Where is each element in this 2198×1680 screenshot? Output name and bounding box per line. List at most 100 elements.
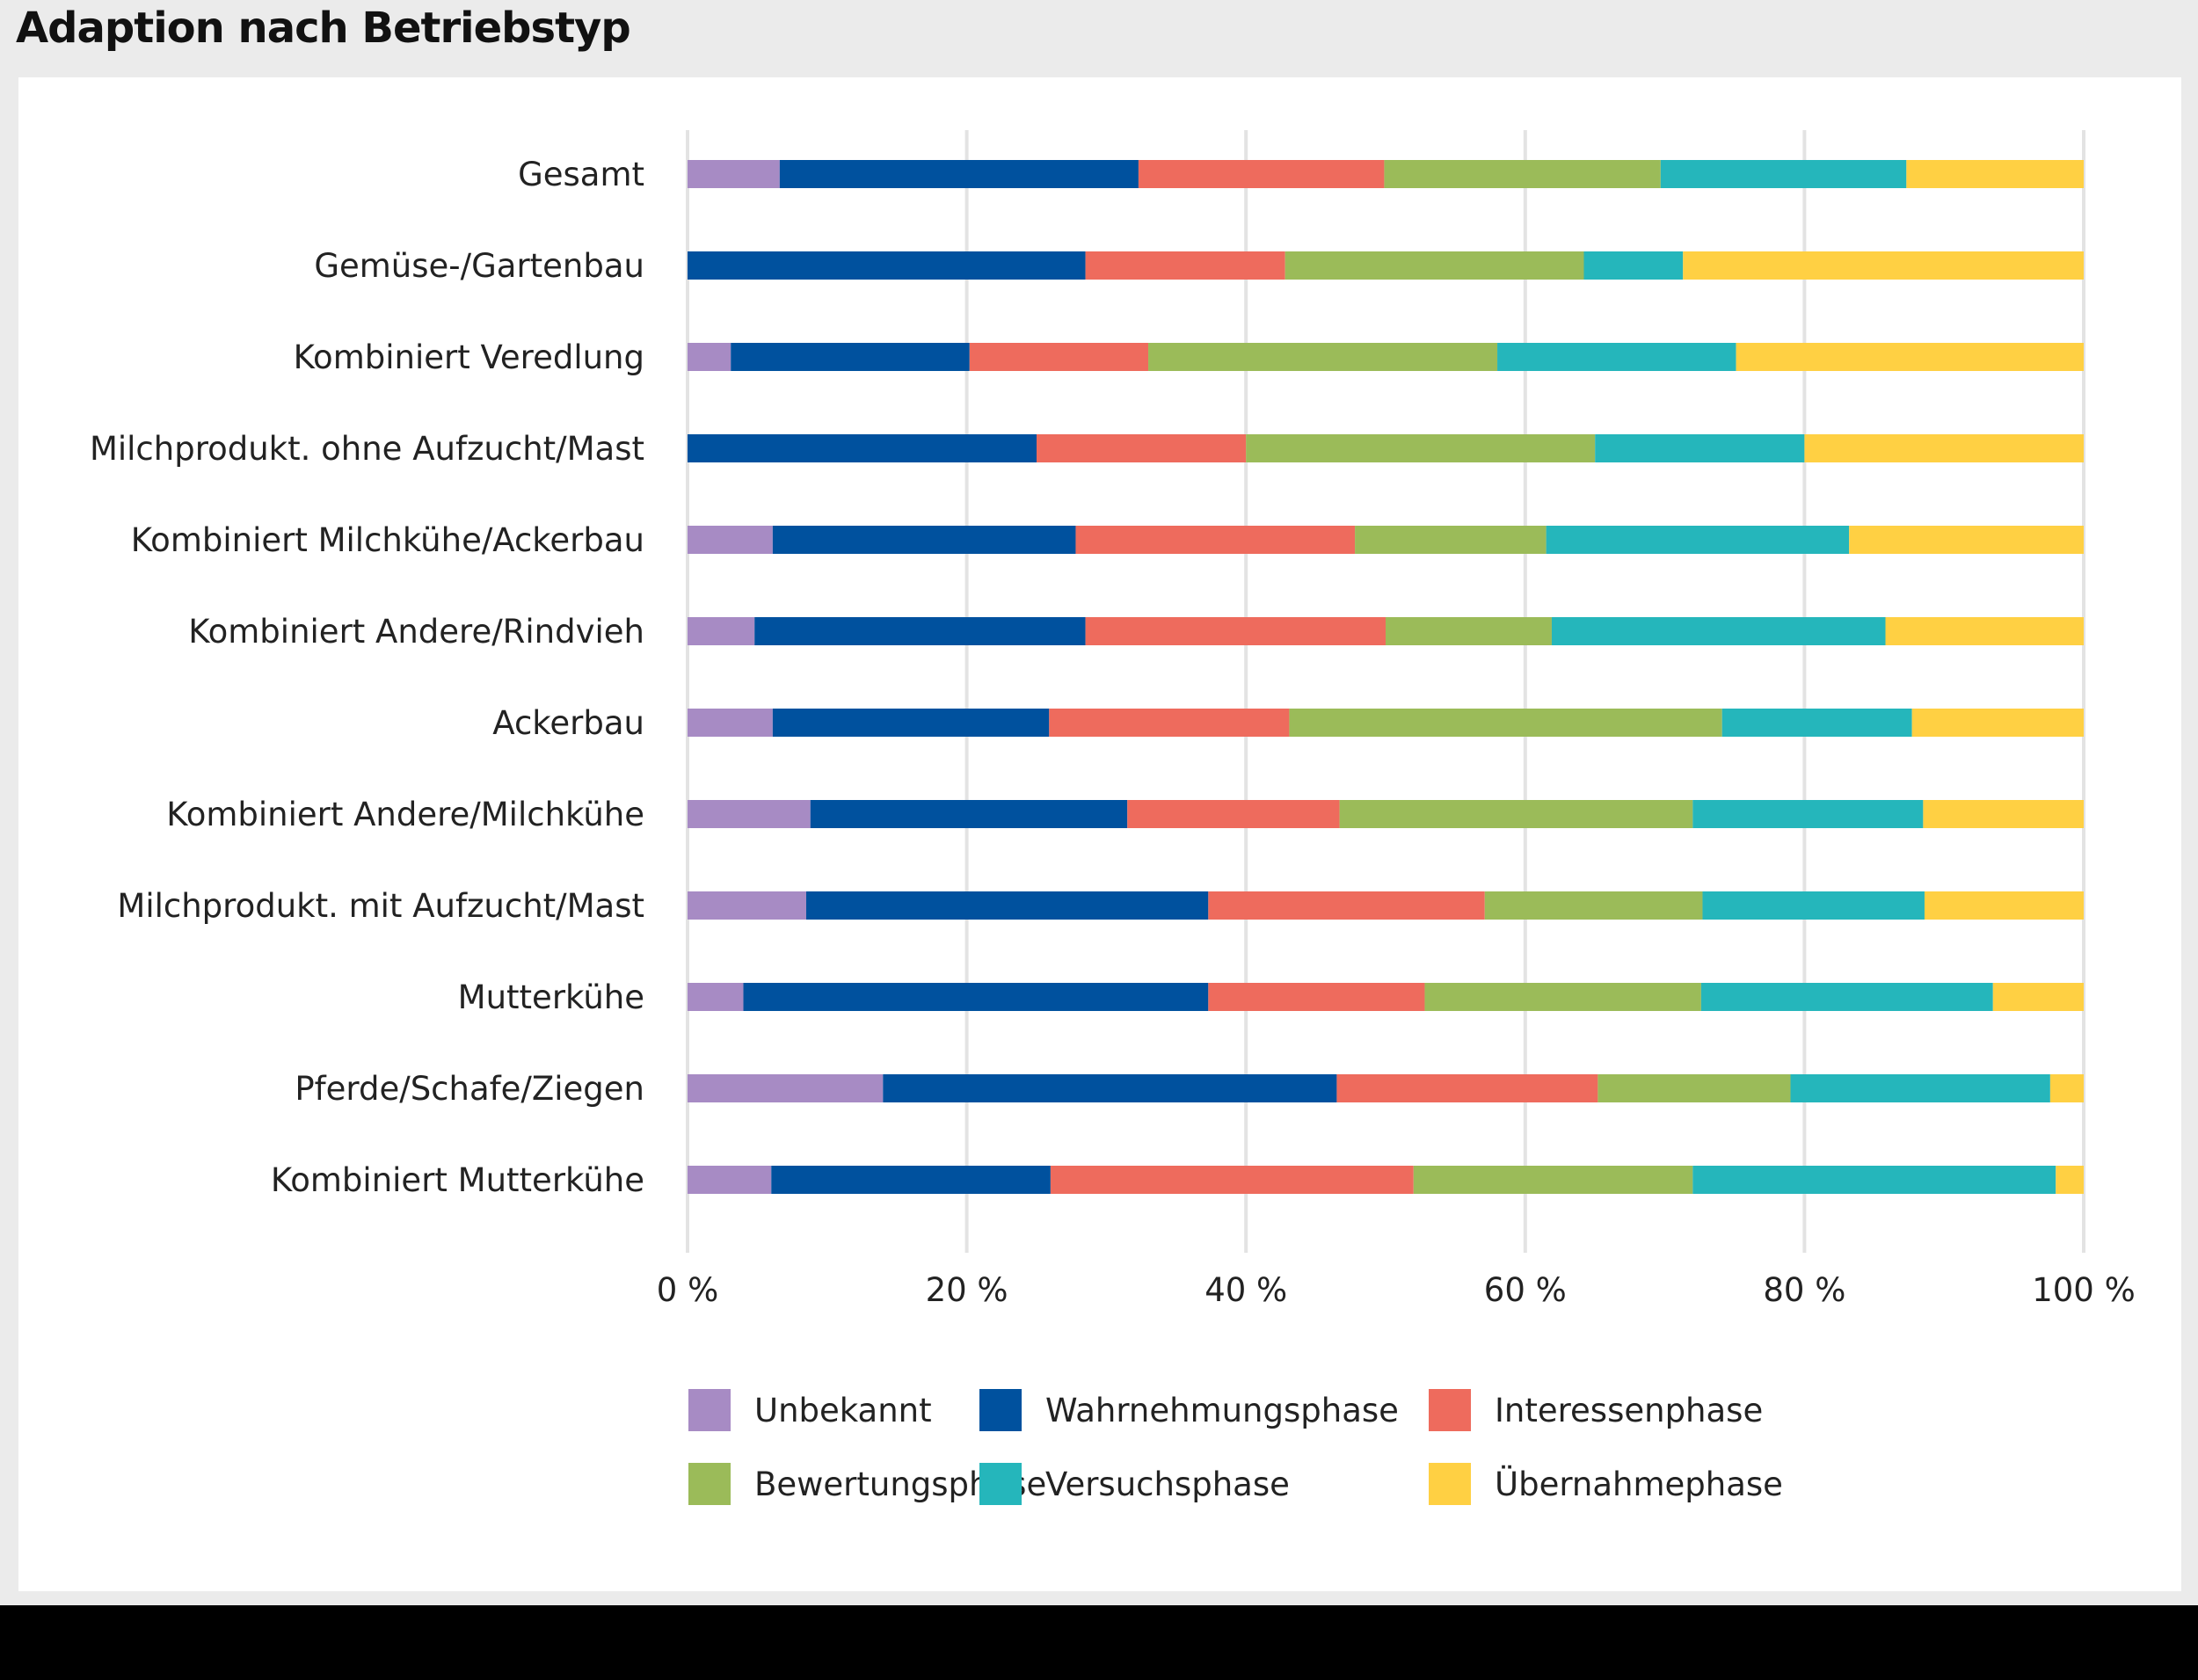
- bar-segment: [1208, 891, 1485, 920]
- bars: [688, 160, 2084, 1194]
- bar-segment: [1138, 160, 1385, 188]
- bar-segment: [1885, 617, 2084, 645]
- x-tick-label: 100 %: [2032, 1271, 2136, 1309]
- bar-segment: [771, 1166, 1051, 1194]
- bar-segment: [1148, 343, 1498, 371]
- category-label: Gemüse-/Gartenbau: [314, 247, 644, 285]
- bar-segment: [1906, 160, 2084, 188]
- x-tick-label: 80 %: [1763, 1271, 1845, 1309]
- bar-segment: [754, 617, 1086, 645]
- bar-segment: [1497, 343, 1736, 371]
- bar-segment: [1583, 251, 1684, 280]
- bar-segment: [1355, 526, 1547, 554]
- bar-segment: [1246, 434, 1596, 462]
- bar-segment: [1050, 1166, 1414, 1194]
- bar-segment: [743, 983, 1209, 1011]
- bar-segment: [688, 343, 731, 371]
- bar-segment: [1721, 709, 1912, 737]
- bar-segment: [1804, 434, 2084, 462]
- bar-segment: [1336, 1074, 1598, 1102]
- bar-segment: [883, 1074, 1337, 1102]
- bar-segment: [1736, 343, 2084, 371]
- legend: Unbekannt Wahrnehmungsphase Interessenphas…: [688, 1389, 1783, 1505]
- bar-segment: [1849, 526, 2084, 554]
- bar-segment: [1075, 526, 1356, 554]
- bar-segment: [1911, 709, 2084, 737]
- category-label: Kombiniert Mutterkühe: [271, 1161, 644, 1199]
- chart-title: Adaption nach Betriebstyp: [16, 4, 631, 53]
- bar-segment: [779, 160, 1139, 188]
- bar-segment: [1384, 160, 1661, 188]
- legend-swatch: [1429, 1389, 1471, 1431]
- bar-segment: [1660, 160, 1907, 188]
- category-label: Kombiniert Milchkühe/Ackerbau: [131, 521, 644, 559]
- x-tick-label: 20 %: [926, 1271, 1008, 1309]
- bar-segment: [1085, 617, 1386, 645]
- bar-segment: [1413, 1166, 1693, 1194]
- bar-segment: [1127, 800, 1340, 828]
- bar-segment: [688, 1166, 772, 1194]
- bar-segment: [772, 526, 1076, 554]
- bar-segment: [1595, 434, 1805, 462]
- legend-label: Interessenphase: [1495, 1392, 1763, 1429]
- x-tick-label: 0 %: [657, 1271, 718, 1309]
- category-label: Gesamt: [518, 156, 644, 193]
- bar-segment: [1085, 251, 1285, 280]
- bar-segment: [810, 800, 1128, 828]
- bar-segment: [688, 800, 811, 828]
- bar-segment: [688, 983, 744, 1011]
- legend-swatch: [688, 1389, 731, 1431]
- bar-segment: [1683, 251, 2084, 280]
- bar-segment: [1424, 983, 1701, 1011]
- gridlines: [686, 130, 2085, 1253]
- bar-segment: [688, 434, 1037, 462]
- bar-segment: [2049, 1074, 2084, 1102]
- bar-segment: [688, 709, 773, 737]
- bar-segment: [1208, 983, 1425, 1011]
- bar-segment: [1692, 1166, 2056, 1194]
- bottom-bar: [0, 1605, 2198, 1680]
- bar-segment: [1992, 983, 2084, 1011]
- bar-segment: [688, 251, 1086, 280]
- bar-segment: [1546, 526, 1850, 554]
- legend-label: Übernahmephase: [1495, 1465, 1783, 1503]
- legend-label: Wahrnehmungsphase: [1045, 1392, 1399, 1429]
- legend-swatch: [1429, 1463, 1471, 1505]
- chart-panel: [18, 77, 2181, 1591]
- legend-swatch: [688, 1463, 731, 1505]
- category-label: Ackerbau: [492, 704, 644, 742]
- category-label: Milchprodukt. mit Aufzucht/Mast: [117, 887, 644, 925]
- category-labels: Gesamt Gemüse-/Gartenbau Kombiniert Veredl…: [90, 156, 644, 1199]
- bar-segment: [688, 160, 780, 188]
- category-label: Kombiniert Andere/Milchkühe: [166, 796, 644, 833]
- category-label: Milchprodukt. ohne Aufzucht/Mast: [90, 430, 644, 468]
- bar-segment: [731, 343, 970, 371]
- bar-segment: [688, 891, 806, 920]
- bar-segment: [2056, 1166, 2084, 1194]
- bar-segment: [1049, 709, 1290, 737]
- category-label: Kombiniert Veredlung: [294, 338, 644, 376]
- legend-swatch: [979, 1463, 1022, 1505]
- bar-segment: [772, 709, 1050, 737]
- bar-segment: [1923, 800, 2084, 828]
- bar-segment: [1700, 983, 1993, 1011]
- bar-segment: [1790, 1074, 2050, 1102]
- x-tick-label: 40 %: [1205, 1271, 1287, 1309]
- bar-segment: [1702, 891, 1925, 920]
- legend-swatch: [979, 1389, 1022, 1431]
- bar-segment: [1484, 891, 1703, 920]
- x-tick-label: 60 %: [1484, 1271, 1567, 1309]
- category-label: Mutterkühe: [458, 978, 644, 1016]
- bar-segment: [1692, 800, 1924, 828]
- bar-segment: [1598, 1074, 1791, 1102]
- category-label: Kombiniert Andere/Rindvieh: [188, 613, 644, 651]
- bar-segment: [1037, 434, 1247, 462]
- bar-segment: [1339, 800, 1693, 828]
- bar-segment: [688, 526, 773, 554]
- bar-segment: [1924, 891, 2084, 920]
- bar-segment: [1285, 251, 1584, 280]
- bar-segment: [1386, 617, 1552, 645]
- legend-label: Unbekannt: [754, 1392, 932, 1429]
- bar-segment: [688, 1074, 884, 1102]
